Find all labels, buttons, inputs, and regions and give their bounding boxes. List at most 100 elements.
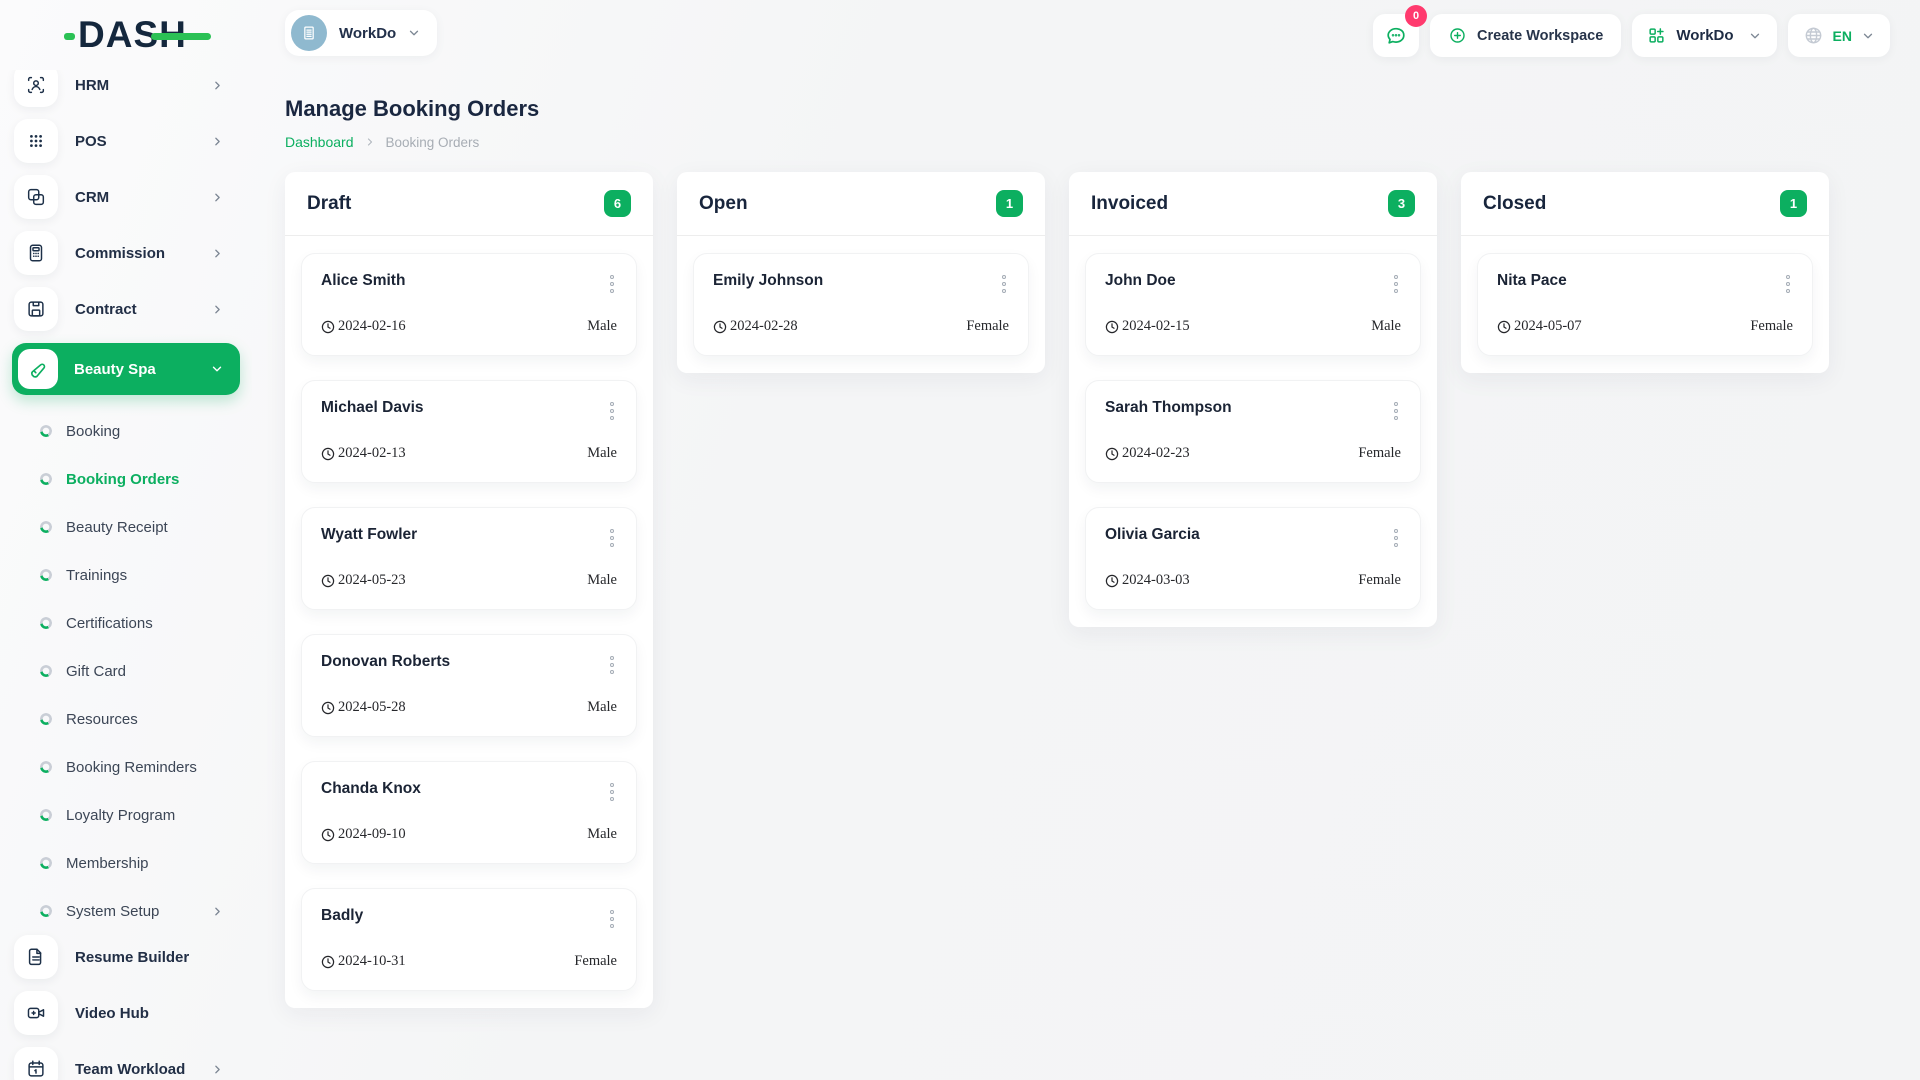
column-cards: Emily Johnson 2024-02-28 Female xyxy=(677,236,1045,373)
customer-gender: Male xyxy=(587,826,617,842)
booking-card-olivia-garcia[interactable]: Olivia Garcia 2024-03-03 Female xyxy=(1085,507,1421,610)
chevron-right-icon xyxy=(211,303,224,316)
column-title: Closed xyxy=(1483,192,1547,214)
column-count-badge: 1 xyxy=(1780,190,1807,217)
customer-gender: Male xyxy=(587,318,617,334)
breadcrumb-dashboard-link[interactable]: Dashboard xyxy=(285,134,354,150)
sidebar-item-contract[interactable]: Contract xyxy=(14,287,242,331)
booking-date: 2024-05-28 xyxy=(338,699,406,715)
sidebar-item-label: Video Hub xyxy=(75,1004,149,1022)
booking-card-nita-pace[interactable]: Nita Pace 2024-05-07 Female xyxy=(1477,253,1813,356)
sidebar-item-crm[interactable]: CRM xyxy=(14,175,242,219)
column-title: Invoiced xyxy=(1091,192,1169,214)
sidebar-item-booking-reminders[interactable]: Booking Reminders xyxy=(0,743,252,791)
chevron-right-icon xyxy=(364,136,376,148)
booking-card-john-doe[interactable]: John Doe 2024-02-15 Male xyxy=(1085,253,1421,356)
language-selector[interactable]: EN xyxy=(1787,14,1890,57)
crm-icon xyxy=(14,175,58,219)
sidebar-subitem-label: Certifications xyxy=(66,614,153,632)
card-menu-button[interactable] xyxy=(607,272,617,296)
app-logo[interactable]: DASH xyxy=(64,14,211,56)
customer-name: Sarah Thompson xyxy=(1105,399,1232,416)
booking-date: 2024-05-23 xyxy=(338,572,406,588)
booking-date: 2024-02-16 xyxy=(338,318,406,334)
customer-name: Wyatt Fowler xyxy=(321,526,418,543)
card-menu-button[interactable] xyxy=(1783,272,1793,296)
booking-date: 2024-03-03 xyxy=(1122,572,1190,588)
breadcrumb-current: Booking Orders xyxy=(385,134,480,150)
sidebar-item-resources[interactable]: Resources xyxy=(0,695,252,743)
booking-card-sarah-thompson[interactable]: Sarah Thompson 2024-02-23 Female xyxy=(1085,380,1421,483)
kanban-board: Draft 6 Alice Smith 2024-02-16 Male Mich… xyxy=(285,172,1829,1008)
sidebar-item-beauty-spa[interactable]: Beauty Spa xyxy=(12,343,240,395)
sidebar-item-certifications[interactable]: Certifications xyxy=(0,599,252,647)
booking-card-donovan-roberts[interactable]: Donovan Roberts 2024-05-28 Male xyxy=(301,634,637,737)
card-menu-button[interactable] xyxy=(1391,526,1401,550)
card-menu-button[interactable] xyxy=(607,907,617,931)
clock-icon xyxy=(321,701,335,715)
column-title: Draft xyxy=(307,192,352,214)
workspace-switcher[interactable]: WorkDo xyxy=(285,10,438,56)
customer-name: Alice Smith xyxy=(321,272,406,289)
card-menu-button[interactable] xyxy=(607,653,617,677)
booking-card-michael-davis[interactable]: Michael Davis 2024-02-13 Male xyxy=(301,380,637,483)
booking-card-chanda-knox[interactable]: Chanda Knox 2024-09-10 Male xyxy=(301,761,637,864)
kanban-column-invoiced: Invoiced 3 John Doe 2024-02-15 Male Sara… xyxy=(1069,172,1437,627)
sidebar-item-trainings[interactable]: Trainings xyxy=(0,551,252,599)
customer-gender: Male xyxy=(1371,318,1401,334)
sidebar-item-resume-builder[interactable]: Resume Builder xyxy=(14,935,242,979)
customer-name: Michael Davis xyxy=(321,399,424,416)
sidebar-item-booking-orders[interactable]: Booking Orders xyxy=(0,455,252,503)
sidebar-subitem-label: System Setup xyxy=(66,902,160,920)
column-cards: Alice Smith 2024-02-16 Male Michael Davi… xyxy=(285,236,653,1008)
create-workspace-button[interactable]: Create Workspace xyxy=(1430,14,1622,57)
sidebar-item-commission[interactable]: Commission xyxy=(14,231,242,275)
building-icon xyxy=(291,15,327,51)
sidebar-item-pos[interactable]: POS xyxy=(14,119,242,163)
column-count-badge: 3 xyxy=(1388,190,1415,217)
sidebar-subitem-label: Booking Orders xyxy=(66,470,180,488)
card-menu-button[interactable] xyxy=(607,526,617,550)
sidebar-item-hrm[interactable]: HRM xyxy=(14,70,242,107)
logo-bar-accent xyxy=(151,33,211,40)
workspace-dropdown[interactable]: WorkDo xyxy=(1632,14,1777,57)
column-count-badge: 1 xyxy=(996,190,1023,217)
bullet-ring-icon xyxy=(40,761,52,773)
card-menu-button[interactable] xyxy=(607,399,617,423)
hrm-icon xyxy=(14,70,58,107)
booking-date: 2024-02-28 xyxy=(730,318,798,334)
sidebar-item-video-hub[interactable]: Video Hub xyxy=(14,991,242,1035)
chevron-down-icon xyxy=(1748,29,1762,43)
sidebar-item-system-setup[interactable]: System Setup xyxy=(0,887,252,935)
sidebar-item-booking[interactable]: Booking xyxy=(0,407,252,455)
messages-button[interactable]: 0 xyxy=(1373,5,1428,57)
card-menu-button[interactable] xyxy=(999,272,1009,296)
column-title: Open xyxy=(699,192,748,214)
booking-card-badly[interactable]: Badly 2024-10-31 Female xyxy=(301,888,637,991)
page-title: Manage Booking Orders xyxy=(285,96,540,121)
sidebar-item-gift-card[interactable]: Gift Card xyxy=(0,647,252,695)
chevron-down-icon xyxy=(407,26,421,40)
customer-name: Donovan Roberts xyxy=(321,653,451,670)
bullet-ring-icon xyxy=(40,425,52,437)
card-menu-button[interactable] xyxy=(1391,272,1401,296)
sidebar-item-label: Commission xyxy=(75,244,166,262)
booking-card-wyatt-fowler[interactable]: Wyatt Fowler 2024-05-23 Male xyxy=(301,507,637,610)
kanban-column-draft: Draft 6 Alice Smith 2024-02-16 Male Mich… xyxy=(285,172,653,1008)
sidebar-item-loyalty-program[interactable]: Loyalty Program xyxy=(0,791,252,839)
booking-card-alice-smith[interactable]: Alice Smith 2024-02-16 Male xyxy=(301,253,637,356)
booking-card-emily-johnson[interactable]: Emily Johnson 2024-02-28 Female xyxy=(693,253,1029,356)
sidebar-subitem-label: Trainings xyxy=(66,566,128,584)
kanban-column-open: Open 1 Emily Johnson 2024-02-28 Female xyxy=(677,172,1045,373)
chevron-down-icon xyxy=(1861,29,1875,43)
sidebar-item-label: Beauty Spa xyxy=(74,360,156,378)
sidebar-item-beauty-receipt[interactable]: Beauty Receipt xyxy=(0,503,252,551)
sidebar-subitem-label: Booking Reminders xyxy=(66,758,197,776)
beauty-spa-icon xyxy=(18,349,58,389)
sidebar-item-membership[interactable]: Membership xyxy=(0,839,252,887)
logo-dash-accent xyxy=(64,33,75,40)
card-menu-button[interactable] xyxy=(1391,399,1401,423)
sidebar-item-team-workload[interactable]: Team Workload xyxy=(14,1047,242,1080)
bullet-ring-icon xyxy=(40,713,52,725)
card-menu-button[interactable] xyxy=(607,780,617,804)
